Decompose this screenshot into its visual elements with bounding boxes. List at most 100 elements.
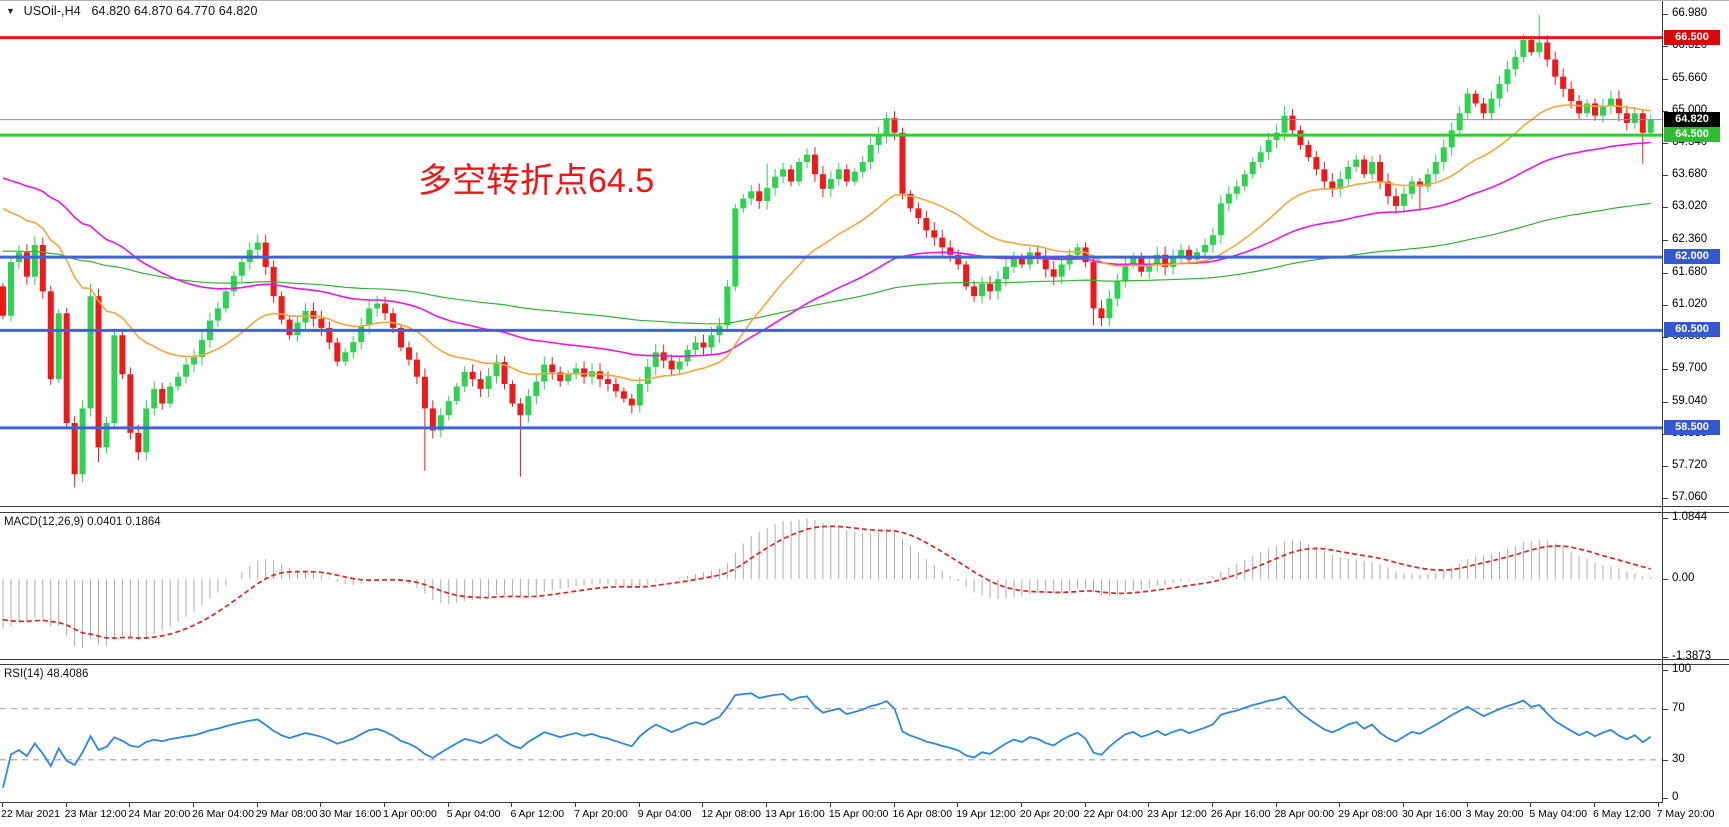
time-tick <box>1657 803 1659 807</box>
rsi-label: RSI(14) 48.4086 <box>4 668 89 680</box>
ma-orange <box>2 104 1651 382</box>
price-tick-label: 0.00 <box>1672 572 1695 585</box>
price-tick <box>1663 337 1668 339</box>
price-tick <box>1663 518 1668 520</box>
price-tick-label: 30 <box>1672 752 1685 765</box>
panel-splitter[interactable] <box>0 506 1729 513</box>
time-tick-label: 9 Apr 04:00 <box>637 808 692 820</box>
main-chart-panel[interactable] <box>0 1 1662 506</box>
time-tick <box>129 803 131 807</box>
price-badge-60.500[interactable]: 60.500 <box>1664 322 1720 338</box>
price-tick-label: -1.3873 <box>1672 650 1712 663</box>
time-tick-label: 26 Mar 04:00 <box>192 808 254 820</box>
price-axis-line <box>1662 1 1663 803</box>
price-tick-label: 63.680 <box>1672 168 1708 181</box>
time-tick-label: 1 Apr 00:00 <box>383 808 437 820</box>
price-tick-label: 70 <box>1672 701 1685 714</box>
ma-green <box>2 202 1651 325</box>
time-tick-label: 6 May 12:00 <box>1593 808 1651 820</box>
time-tick-label: 23 Mar 12:00 <box>64 808 127 820</box>
price-tick-label: 0 <box>1672 791 1679 804</box>
time-tick <box>447 803 449 807</box>
price-tick-label: 59.040 <box>1672 394 1708 407</box>
time-tick <box>1020 803 1022 807</box>
time-tick-label: 15 Apr 00:00 <box>828 808 889 820</box>
time-tick-label: 13 Apr 16:00 <box>765 808 825 820</box>
time-tick-label: 29 Apr 08:00 <box>1338 808 1398 820</box>
time-tick <box>893 803 895 807</box>
price-tick-label: 57.060 <box>1672 491 1708 504</box>
price-tick <box>1663 579 1668 581</box>
price-tick <box>1663 175 1668 177</box>
price-badge-58.500[interactable]: 58.500 <box>1664 419 1720 435</box>
price-tick <box>1663 110 1668 112</box>
candles <box>0 15 1654 488</box>
macd-label: MACD(12,26,9) 0.0401 0.1864 <box>4 516 161 528</box>
time-tick-label: 30 Apr 16:00 <box>1401 808 1462 820</box>
ma-magenta <box>2 141 1651 358</box>
price-tick <box>1663 142 1668 144</box>
time-tick <box>575 803 577 807</box>
price-scale[interactable]: 66.98066.32065.66065.00064.34063.68063.0… <box>1663 1 1729 803</box>
macd-panel[interactable]: MACD(12,26,9) 0.0401 0.1864 <box>0 513 1662 659</box>
symbol-label: USOil-,H4 <box>23 4 81 18</box>
price-tick-label: 62.360 <box>1672 232 1708 245</box>
price-tick <box>1663 798 1668 800</box>
chart-title: ▼ USOil-,H4 64.820 64.870 64.770 64.820 <box>6 4 258 18</box>
time-tick <box>1084 803 1086 807</box>
ohlc-quotes: 64.820 64.870 64.770 64.820 <box>91 4 258 18</box>
price-tick <box>1663 46 1668 48</box>
price-tick-label: 66.980 <box>1672 7 1708 20</box>
time-tick-label: 29 Mar 08:00 <box>255 808 318 820</box>
price-tick <box>1663 498 1668 500</box>
time-tick <box>1402 803 1404 807</box>
time-tick <box>384 803 386 807</box>
time-tick-label: 7 May 20:00 <box>1656 808 1715 820</box>
time-tick <box>1211 803 1213 807</box>
bid-price-badge[interactable]: 64.820 <box>1664 111 1720 127</box>
time-tick <box>1594 803 1595 807</box>
symbol-dropdown-icon[interactable]: ▼ <box>6 6 16 16</box>
rsi-plot <box>0 692 1662 788</box>
price-tick <box>1663 272 1668 274</box>
time-tick <box>829 803 831 807</box>
time-tick <box>511 803 513 807</box>
price-tick <box>1663 78 1668 80</box>
time-tick-label: 30 Mar 16:00 <box>319 808 382 820</box>
time-tick-label: 19 Apr 12:00 <box>956 808 1016 820</box>
time-tick-label: 24 Mar 20:00 <box>128 808 191 820</box>
panel-splitter[interactable] <box>0 659 1729 665</box>
candlestick-plot <box>0 15 1662 488</box>
price-tick-label: 61.680 <box>1672 265 1708 278</box>
price-tick-label: 57.720 <box>1672 458 1708 471</box>
time-tick <box>1466 803 1468 807</box>
annotation-text[interactable]: 多空转折点64.5 <box>418 162 655 200</box>
price-tick <box>1663 465 1668 467</box>
time-tick <box>320 803 322 807</box>
time-tick-label: 16 Apr 08:00 <box>892 808 953 820</box>
macd-plot <box>2 518 1652 648</box>
price-badge-66.500[interactable]: 66.500 <box>1664 29 1720 45</box>
time-axis[interactable]: 22 Mar 2021 23 Mar 12:00 24 Mar 20:00 26 Ma… <box>0 802 1729 827</box>
time-tick-label: 6 Apr 12:00 <box>510 808 565 820</box>
rsi-panel[interactable]: RSI(14) 48.4086 <box>0 665 1662 802</box>
price-tick <box>1663 207 1668 209</box>
price-badge-62.000[interactable]: 62.000 <box>1664 249 1720 265</box>
time-tick <box>65 803 67 807</box>
time-tick <box>1530 803 1532 807</box>
price-tick <box>1663 239 1668 241</box>
price-tick <box>1663 657 1668 659</box>
price-badge-64.500[interactable]: 64.500 <box>1664 127 1720 143</box>
time-tick <box>193 803 195 807</box>
time-tick <box>1275 803 1277 807</box>
time-tick-label: 5 May 04:00 <box>1529 808 1588 820</box>
time-tick <box>766 803 768 807</box>
time-axis-line <box>0 802 1662 803</box>
price-tick-label: 61.020 <box>1672 297 1708 310</box>
time-tick-label: 28 Apr 00:00 <box>1274 808 1335 820</box>
price-tick-label: 63.020 <box>1672 200 1708 213</box>
time-tick <box>2 803 3 807</box>
time-tick-label: 3 May 20:00 <box>1465 808 1524 820</box>
time-tick <box>957 803 959 807</box>
